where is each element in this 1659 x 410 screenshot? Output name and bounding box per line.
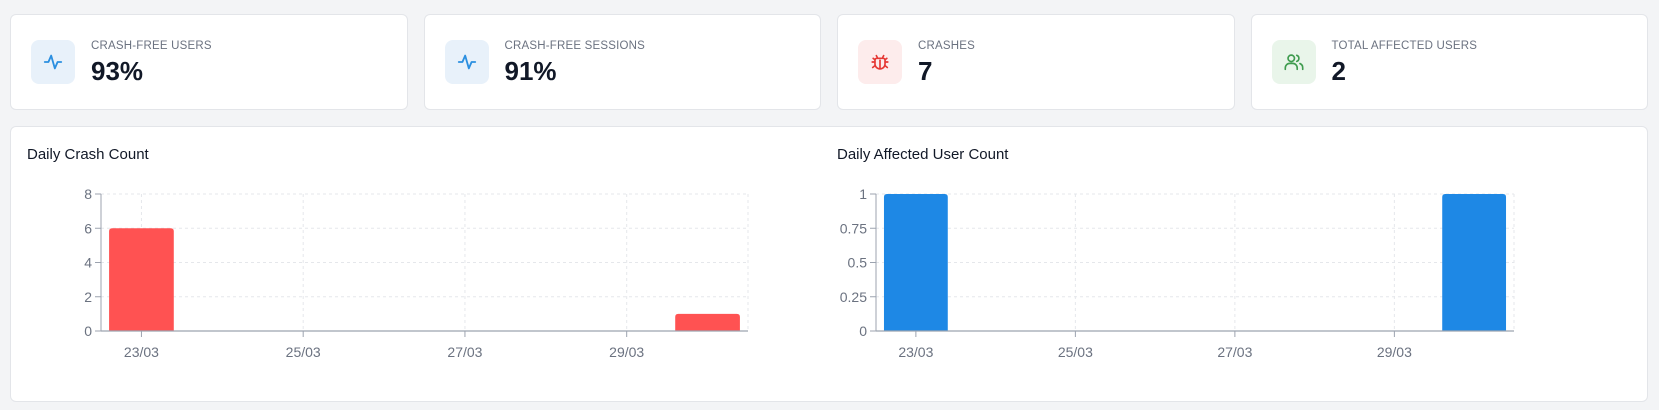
x-tick-label: 27/03 [447,344,482,360]
stat-value: 7 [918,56,933,86]
y-tick-label: 0.5 [848,255,868,271]
stat-value: 93% [91,56,144,86]
chart-title: Daily Crash Count [27,146,149,163]
stat-label: CRASHES [918,40,975,52]
y-tick-label: 4 [84,255,92,271]
users-icon [1271,40,1316,84]
stat-label: CRASH-FREE SESSIONS [504,40,646,52]
pulse-icon [31,40,75,84]
y-tick-label: 0 [859,323,867,339]
x-tick-label: 25/03 [1058,344,1093,360]
y-tick-label: 2 [84,289,92,305]
y-tick-label: 0.75 [840,220,867,236]
stat-label: CRASH-FREE USERS [91,40,212,52]
bar[interactable] [1442,194,1507,331]
daily-affected-user-count-chart: 0 0.25 0.5 0.75 1 23/03 25/03 27/03 29/03 [840,186,1515,360]
stat-card-crash-free-sessions: CRASH-FREE SESSIONS 91% [423,14,821,110]
y-tick-label: 1 [859,186,867,202]
y-tick-label: 8 [84,186,92,202]
x-tick-label: 29/03 [609,344,644,360]
stat-value: 91% [504,56,557,86]
daily-crash-count-chart: 0 2 4 6 8 23/03 25/03 27/03 29/03 [84,186,749,360]
stat-value: 2 [1331,56,1346,86]
bar[interactable] [675,313,740,331]
y-tick-label: 0 [84,323,92,339]
chart-title: Daily Affected User Count [837,146,1009,163]
charts-panel: Daily Crash Count Daily Affected User Co… [10,126,1648,402]
stat-card-crashes: CRASHES 7 [837,14,1235,110]
stats-row: CRASH-FREE USERS 93% CRASH-FREE SESSIONS… [10,14,1648,110]
stat-label: TOTAL AFFECTED USERS [1331,40,1478,52]
stat-card-total-affected-users: TOTAL AFFECTED USERS 2 [1250,14,1648,110]
y-tick-label: 0.25 [840,289,867,305]
x-tick-label: 29/03 [1377,344,1412,360]
x-tick-label: 27/03 [1217,344,1252,360]
pulse-icon [444,40,489,84]
x-tick-label: 23/03 [124,344,159,360]
bar[interactable] [883,194,948,331]
stat-card-crash-free-users: CRASH-FREE USERS 93% [10,14,408,110]
y-tick-label: 6 [84,220,92,236]
bug-icon [858,40,902,84]
x-tick-label: 25/03 [286,344,321,360]
x-tick-label: 23/03 [898,344,933,360]
bar[interactable] [109,228,174,331]
